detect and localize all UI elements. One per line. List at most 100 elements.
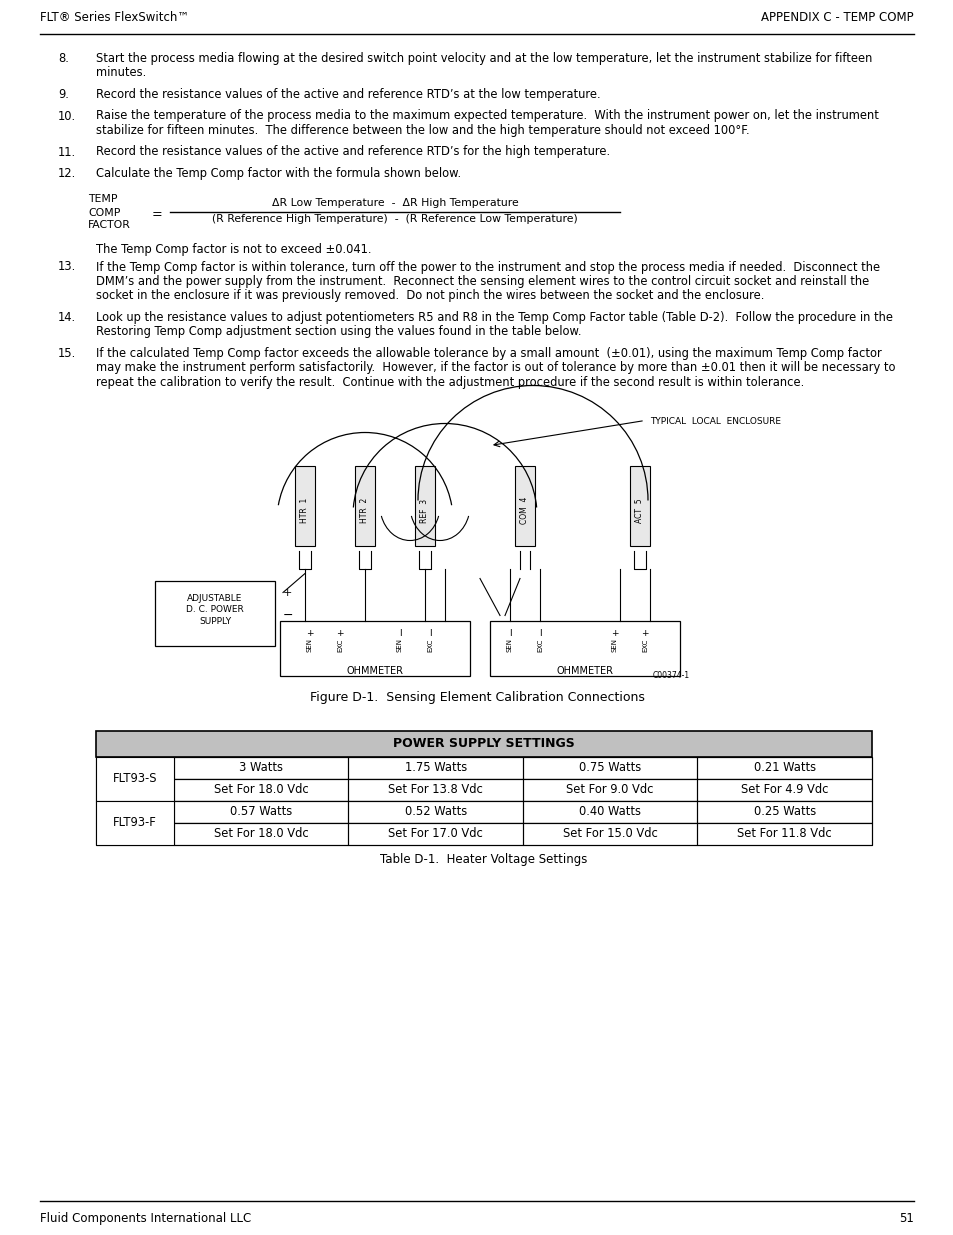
- Text: socket in the enclosure if it was previously removed.  Do not pinch the wires be: socket in the enclosure if it was previo…: [96, 289, 763, 303]
- Text: EXC: EXC: [427, 638, 433, 652]
- Bar: [96, 800, 173, 845]
- Text: EXC: EXC: [641, 638, 647, 652]
- Text: OHMMETER: OHMMETER: [346, 666, 403, 676]
- Text: HTR  1: HTR 1: [300, 498, 309, 524]
- Text: If the calculated Temp Comp factor exceeds the allowable tolerance by a small am: If the calculated Temp Comp factor excee…: [96, 347, 881, 359]
- Bar: [348, 823, 522, 845]
- Bar: [522, 778, 697, 800]
- Text: 3 Watts: 3 Watts: [239, 761, 283, 774]
- Bar: [697, 823, 871, 845]
- Text: The Temp Comp factor is not to exceed ±0.041.: The Temp Comp factor is not to exceed ±0…: [96, 242, 371, 256]
- Text: COMP: COMP: [88, 207, 120, 217]
- Text: 12.: 12.: [58, 167, 76, 180]
- Text: Set For 18.0 Vdc: Set For 18.0 Vdc: [213, 827, 309, 840]
- Text: Set For 11.8 Vdc: Set For 11.8 Vdc: [737, 827, 831, 840]
- Text: Start the process media flowing at the desired switch point velocity and at the : Start the process media flowing at the d…: [96, 52, 871, 65]
- Bar: [697, 778, 871, 800]
- Bar: [697, 800, 871, 823]
- Bar: [96, 730, 871, 757]
- Text: Calculate the Temp Comp factor with the formula shown below.: Calculate the Temp Comp factor with the …: [96, 167, 460, 180]
- Text: Set For 15.0 Vdc: Set For 15.0 Vdc: [562, 827, 657, 840]
- Text: Fluid Components International LLC: Fluid Components International LLC: [40, 1212, 251, 1225]
- Text: Set For 13.8 Vdc: Set For 13.8 Vdc: [388, 783, 482, 797]
- Text: HTR  2: HTR 2: [360, 498, 369, 524]
- Text: FLT® Series FlexSwitch™: FLT® Series FlexSwitch™: [40, 11, 189, 23]
- Bar: [173, 823, 348, 845]
- Text: POWER SUPPLY SETTINGS: POWER SUPPLY SETTINGS: [393, 737, 575, 750]
- Text: APPENDIX C - TEMP COMP: APPENDIX C - TEMP COMP: [760, 11, 913, 23]
- Text: SEN: SEN: [506, 638, 513, 652]
- Bar: [348, 778, 522, 800]
- Bar: [173, 757, 348, 778]
- Text: Set For 9.0 Vdc: Set For 9.0 Vdc: [566, 783, 654, 797]
- Bar: [415, 466, 435, 546]
- Text: DMM’s and the power supply from the instrument.  Reconnect the sensing element w: DMM’s and the power supply from the inst…: [96, 275, 868, 288]
- Text: Figure D-1.  Sensing Element Calibration Connections: Figure D-1. Sensing Element Calibration …: [309, 690, 644, 704]
- Bar: [522, 757, 697, 778]
- Text: 51: 51: [898, 1212, 913, 1225]
- Text: may make the instrument perform satisfactorily.  However, if the factor is out o: may make the instrument perform satisfac…: [96, 362, 895, 374]
- Bar: [154, 580, 274, 646]
- Text: −: −: [283, 609, 294, 622]
- Text: Set For 4.9 Vdc: Set For 4.9 Vdc: [740, 783, 827, 797]
- Text: EXC: EXC: [336, 638, 343, 652]
- Text: I: I: [398, 629, 401, 637]
- Bar: [697, 757, 871, 778]
- Text: OHMMETER: OHMMETER: [556, 666, 613, 676]
- Text: Restoring Temp Comp adjustment section using the values found in the table below: Restoring Temp Comp adjustment section u…: [96, 326, 581, 338]
- Text: +: +: [306, 629, 314, 637]
- Text: C00374-1: C00374-1: [652, 671, 689, 679]
- Text: FLT93-S: FLT93-S: [112, 772, 157, 785]
- Text: 0.25 Watts: 0.25 Watts: [753, 805, 815, 818]
- Text: 15.: 15.: [58, 347, 76, 359]
- Text: ΔR Low Temperature  -  ΔR High Temperature: ΔR Low Temperature - ΔR High Temperature: [272, 199, 517, 209]
- Text: =: =: [152, 209, 163, 221]
- Text: stabilize for fifteen minutes.  The difference between the low and the high temp: stabilize for fifteen minutes. The diffe…: [96, 124, 749, 137]
- Text: I: I: [538, 629, 540, 637]
- Text: Set For 18.0 Vdc: Set For 18.0 Vdc: [213, 783, 309, 797]
- Text: +: +: [335, 629, 343, 637]
- Bar: [96, 823, 871, 845]
- Bar: [96, 757, 173, 800]
- Text: EXC: EXC: [537, 638, 542, 652]
- Text: Record the resistance values of the active and reference RTD’s for the high temp: Record the resistance values of the acti…: [96, 146, 610, 158]
- Text: ADJUSTABLE
D. C. POWER
SUPPLY: ADJUSTABLE D. C. POWER SUPPLY: [186, 594, 244, 626]
- Text: Look up the resistance values to adjust potentiometers R5 and R8 in the Temp Com: Look up the resistance values to adjust …: [96, 311, 892, 324]
- Text: Table D-1.  Heater Voltage Settings: Table D-1. Heater Voltage Settings: [380, 852, 587, 866]
- Text: repeat the calibration to verify the result.  Continue with the adjustment proce: repeat the calibration to verify the res…: [96, 375, 803, 389]
- Text: Raise the temperature of the process media to the maximum expected temperature. : Raise the temperature of the process med…: [96, 110, 878, 122]
- Text: +: +: [283, 588, 292, 598]
- Bar: [96, 757, 871, 778]
- Bar: [348, 800, 522, 823]
- Text: I: I: [508, 629, 511, 637]
- Text: 0.75 Watts: 0.75 Watts: [578, 761, 640, 774]
- Bar: [522, 800, 697, 823]
- Text: minutes.: minutes.: [96, 67, 146, 79]
- Text: COM  4: COM 4: [520, 496, 529, 524]
- Bar: [96, 778, 871, 800]
- Text: If the Temp Comp factor is within tolerance, turn off the power to the instrumen: If the Temp Comp factor is within tolera…: [96, 261, 880, 273]
- Bar: [348, 757, 522, 778]
- Text: 0.40 Watts: 0.40 Watts: [578, 805, 640, 818]
- Bar: [522, 823, 697, 845]
- Text: 11.: 11.: [58, 146, 76, 158]
- Text: +: +: [640, 629, 648, 637]
- Text: Record the resistance values of the active and reference RTD’s at the low temper: Record the resistance values of the acti…: [96, 88, 600, 101]
- Text: SEN: SEN: [396, 638, 402, 652]
- Text: 13.: 13.: [58, 261, 76, 273]
- Bar: [173, 778, 348, 800]
- Text: TEMP: TEMP: [88, 194, 117, 205]
- Text: TYPICAL  LOCAL  ENCLOSURE: TYPICAL LOCAL ENCLOSURE: [649, 417, 781, 426]
- Bar: [515, 466, 535, 546]
- Text: (R Reference High Temperature)  -  (R Reference Low Temperature): (R Reference High Temperature) - (R Refe…: [212, 214, 578, 224]
- Bar: [355, 466, 375, 546]
- Text: 10.: 10.: [58, 110, 76, 122]
- Text: 0.21 Watts: 0.21 Watts: [753, 761, 815, 774]
- Text: 1.75 Watts: 1.75 Watts: [404, 761, 466, 774]
- Text: 9.: 9.: [58, 88, 69, 101]
- Text: FLT93-F: FLT93-F: [113, 816, 157, 829]
- Text: SEN: SEN: [612, 638, 618, 652]
- Text: FACTOR: FACTOR: [88, 221, 131, 231]
- Text: ACT  5: ACT 5: [635, 498, 644, 522]
- Bar: [629, 466, 649, 546]
